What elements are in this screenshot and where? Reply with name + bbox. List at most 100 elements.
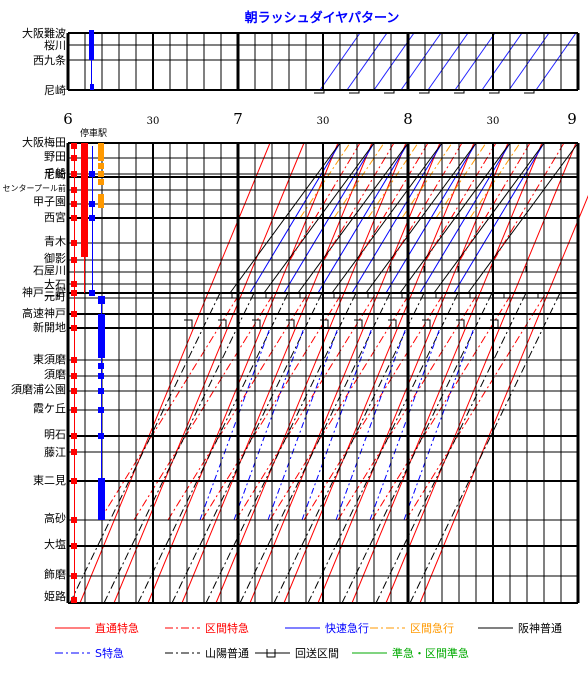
train-line [469, 142, 521, 219]
station-label: 尼崎 [44, 167, 66, 181]
stop-marker [98, 163, 104, 169]
deadhead-mark [248, 319, 261, 329]
legend-label: 快速急行 [325, 621, 369, 635]
legend-item: 阪神普通 [478, 621, 562, 635]
stop-marker [71, 478, 77, 484]
train-line [283, 142, 475, 604]
train-line [69, 292, 221, 604]
station-label: 大阪難波 [22, 26, 66, 40]
train-line [299, 142, 351, 219]
train-line [409, 292, 561, 604]
station-label: 新開地 [33, 320, 66, 334]
train-line [307, 292, 459, 604]
stop-marker [71, 449, 77, 455]
train-line [171, 292, 323, 604]
station-label: 桜川 [44, 38, 66, 52]
station-label: 野田 [44, 150, 66, 163]
legend-item: 山陽普通 [165, 646, 249, 660]
train-line [215, 142, 407, 604]
train-line [367, 142, 419, 219]
train-line [427, 32, 469, 91]
stop-marker [71, 543, 77, 549]
station-label: 尼崎 [44, 83, 66, 97]
stop-marker [71, 257, 77, 263]
stop-marker [98, 478, 105, 520]
train-line [481, 32, 523, 91]
deadhead-mark [180, 319, 193, 329]
train-line [493, 142, 565, 261]
hour-label-9: 9 [567, 110, 577, 128]
train-line [425, 142, 497, 261]
train-line [137, 292, 289, 604]
legend-label: 回送区間 [295, 646, 339, 660]
stop-pattern-label: 停車駅 [80, 127, 107, 139]
stop-marker [71, 388, 77, 394]
train-line [289, 142, 361, 261]
train-line [273, 292, 425, 604]
station-label: 霞ケ丘 [33, 402, 66, 415]
stop-marker [89, 201, 95, 207]
station-label: 飾磨 [44, 568, 66, 581]
legend-label: 準急・区間準急 [392, 646, 469, 660]
legend-label: S特急 [95, 646, 124, 660]
station-label: 大石 [44, 277, 66, 291]
station-label: 西宮 [44, 210, 66, 224]
time-grid [66, 32, 580, 604]
stop-marker [71, 573, 77, 579]
stop-marker [71, 187, 77, 193]
stop-marker [98, 194, 104, 208]
stop-marker [98, 407, 104, 413]
stop-marker [71, 281, 77, 287]
legend-label: 直通特急 [95, 621, 139, 635]
train-line [459, 142, 531, 261]
half-hour-label: 30 [317, 116, 330, 127]
stop-marker [71, 290, 77, 296]
train-line [357, 142, 429, 261]
stop-marker [98, 373, 104, 379]
legend-label: 阪神普通 [518, 621, 562, 635]
legend-item: 直通特急 [55, 621, 139, 635]
stop-marker [71, 311, 77, 317]
stop-marker [71, 215, 77, 221]
stop-marker [90, 84, 94, 90]
stop-marker [71, 433, 77, 439]
station-label: 大塩 [44, 537, 66, 551]
stop-marker [71, 240, 77, 246]
station-label: 明石 [44, 428, 66, 441]
stop-marker [89, 215, 95, 221]
stop-marker [81, 143, 88, 257]
stop-marker [98, 296, 105, 304]
train-line [317, 142, 509, 604]
legend-item: 快速急行 [285, 621, 369, 635]
train-line [403, 327, 475, 521]
station-label: 青木 [44, 235, 66, 248]
half-hour-label: 30 [147, 116, 160, 127]
stop-marker [98, 179, 104, 185]
station-label: 甲子園 [33, 195, 66, 208]
deadhead-mark [384, 319, 397, 329]
train-line [391, 142, 463, 261]
train-line [335, 327, 407, 521]
hour-label-6: 6 [63, 110, 73, 128]
station-label: 御影 [44, 251, 66, 265]
stop-marker [89, 30, 94, 60]
legend-label: 山陽普通 [205, 646, 249, 660]
station-label: 元町 [44, 290, 66, 303]
train-line [249, 142, 441, 604]
stop-marker [71, 325, 77, 331]
legend-label: 区間特急 [205, 621, 249, 635]
station-label: 東二見 [33, 474, 66, 487]
deadhead-mark [282, 319, 295, 329]
train-line [205, 292, 357, 604]
train-line [301, 327, 373, 521]
train-line [369, 327, 441, 521]
station-label: 西九条 [33, 53, 66, 67]
train-line [333, 142, 385, 219]
train-line [346, 32, 388, 91]
legend-item: 区間急行 [370, 621, 454, 635]
deadhead-mark [214, 319, 227, 329]
legend-item: 区間特急 [165, 621, 249, 635]
train-line [535, 32, 577, 91]
stop-marker [71, 517, 77, 523]
